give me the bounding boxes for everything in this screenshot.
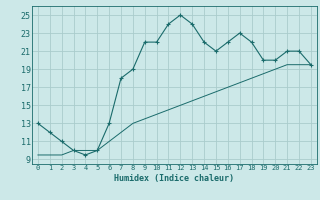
X-axis label: Humidex (Indice chaleur): Humidex (Indice chaleur) [115, 174, 234, 183]
